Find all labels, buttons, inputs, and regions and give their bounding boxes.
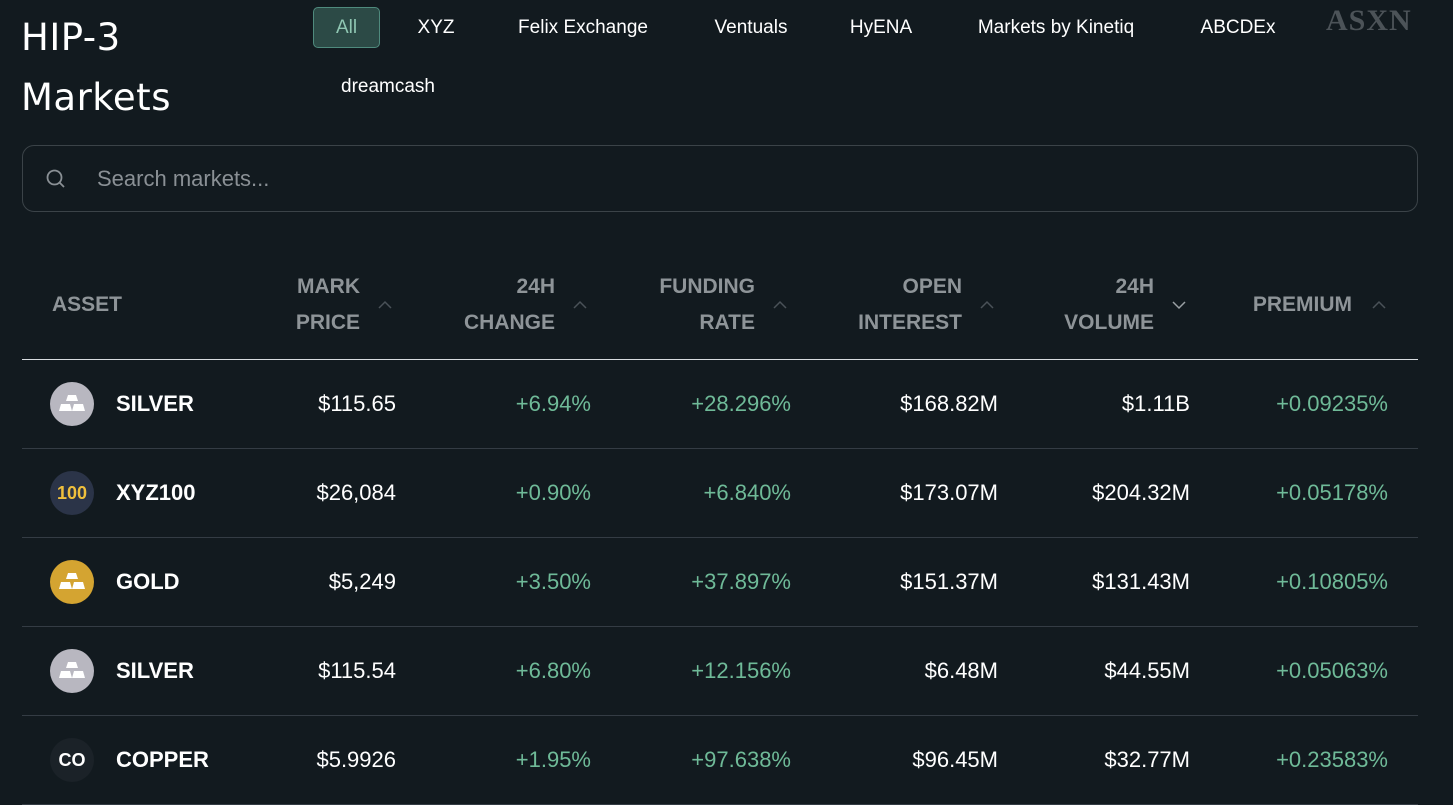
- premium-value: +0.09235%: [1276, 391, 1388, 416]
- change-value: +0.90%: [515, 480, 591, 505]
- premium-value: +0.05178%: [1276, 480, 1388, 505]
- change-value: +1.95%: [515, 747, 591, 772]
- asset-name: SILVER: [116, 391, 194, 416]
- asset-cell: SILVER: [22, 649, 230, 693]
- column-label: PREMIUM: [1252, 292, 1352, 316]
- mark-value: $26,084: [316, 480, 396, 505]
- title-line-2: Markets: [21, 76, 171, 119]
- table-header: ASSET MARK PRICE 24H CHANGE FUNDING RATE OPE…: [22, 250, 1418, 360]
- search-input[interactable]: [97, 165, 1297, 192]
- premium-value: +0.10805%: [1276, 569, 1388, 594]
- column-label: ASSET: [52, 292, 123, 316]
- tab-xyz[interactable]: XYZ: [417, 17, 455, 38]
- volume-value: $32.77M: [1104, 747, 1190, 772]
- volume-value: $131.43M: [1092, 569, 1190, 594]
- mark-value: $5,249: [328, 569, 396, 594]
- tab-felix-exchange[interactable]: Felix Exchange: [518, 17, 648, 38]
- asset-cell: SILVER: [22, 382, 230, 426]
- silver-bars-icon: [50, 382, 94, 426]
- sort-up-icon[interactable]: [980, 300, 994, 310]
- mark-value: $115.54: [318, 658, 396, 683]
- tab-markets-by-kinetiq[interactable]: Markets by Kinetiq: [977, 17, 1135, 38]
- silver-bars-icon: [50, 649, 94, 693]
- column-header-24h-volume[interactable]: 24H VOLUME: [1012, 250, 1204, 359]
- asxn-watermark: ASXN: [1326, 4, 1412, 37]
- xyz100-icon: 100: [50, 471, 94, 515]
- tab-all[interactable]: All: [313, 7, 380, 48]
- column-header-asset[interactable]: ASSET: [22, 250, 230, 359]
- table-row[interactable]: CO COPPER $5.9926 +1.95% +97.638% $96.45M $32.…: [22, 716, 1418, 805]
- column-header-mark-price[interactable]: MARK PRICE: [230, 250, 410, 359]
- search-icon: [46, 169, 65, 188]
- gold-bars-icon: [50, 560, 94, 604]
- column-label: OPEN INTEREST: [858, 274, 962, 334]
- tab-dreamcash[interactable]: dreamcash: [341, 76, 435, 97]
- sort-up-icon[interactable]: [378, 300, 392, 310]
- column-header-funding-rate[interactable]: FUNDING RATE: [605, 250, 805, 359]
- mark-value: $115.65: [318, 391, 396, 416]
- sort-up-icon[interactable]: [773, 300, 787, 310]
- asset-cell: GOLD: [22, 560, 230, 604]
- asset-name: SILVER: [116, 658, 194, 683]
- column-label: 24H CHANGE: [463, 274, 555, 334]
- oi-value: $168.82M: [900, 391, 998, 416]
- tab-ventuals[interactable]: Ventuals: [714, 17, 788, 38]
- sort-up-icon[interactable]: [573, 300, 587, 310]
- oi-value: $151.37M: [900, 569, 998, 594]
- column-label: 24H VOLUME: [1064, 274, 1154, 334]
- title-line-1: HIP-3: [21, 16, 121, 59]
- funding-value: +6.840%: [703, 480, 791, 505]
- sort-up-icon[interactable]: [1372, 300, 1386, 310]
- column-header-premium[interactable]: PREMIUM: [1204, 250, 1418, 359]
- volume-value: $1.11B: [1121, 391, 1190, 416]
- premium-value: +0.05063%: [1276, 658, 1388, 683]
- table-row[interactable]: 100 XYZ100 $26,084 +0.90% +6.840% $173.07M $20…: [22, 449, 1418, 538]
- table-row[interactable]: SILVER $115.54 +6.80% +12.156% $6.48M $44.55M…: [22, 627, 1418, 716]
- copper-icon: CO: [50, 738, 94, 782]
- tab-abcdex[interactable]: ABCDEx: [1200, 17, 1276, 38]
- mark-value: $5.9926: [316, 747, 396, 772]
- funding-value: +12.156%: [691, 658, 791, 683]
- oi-value: $6.48M: [924, 658, 998, 683]
- search-bar[interactable]: [22, 145, 1418, 212]
- funding-value: +97.638%: [691, 747, 791, 772]
- change-value: +3.50%: [515, 569, 591, 594]
- markets-table: ASSET MARK PRICE 24H CHANGE FUNDING RATE OPE…: [22, 250, 1418, 805]
- funding-value: +37.897%: [691, 569, 791, 594]
- change-value: +6.94%: [515, 391, 591, 416]
- asset-cell: CO COPPER: [22, 738, 230, 782]
- funding-value: +28.296%: [691, 391, 791, 416]
- asset-name: GOLD: [116, 569, 180, 594]
- column-label: MARK PRICE: [295, 274, 360, 334]
- sort-down-icon[interactable]: [1172, 300, 1186, 310]
- table-row[interactable]: GOLD $5,249 +3.50% +37.897% $151.37M $131.43M…: [22, 538, 1418, 627]
- asset-cell: 100 XYZ100: [22, 471, 230, 515]
- tab-hyena[interactable]: HyENA: [849, 17, 913, 38]
- change-value: +6.80%: [515, 658, 591, 683]
- oi-value: $173.07M: [900, 480, 998, 505]
- page-title: HIP-3 Markets: [21, 8, 171, 128]
- column-header-open-interest[interactable]: OPEN INTEREST: [805, 250, 1012, 359]
- premium-value: +0.23583%: [1276, 747, 1388, 772]
- asset-name: XYZ100: [116, 480, 196, 505]
- column-label: FUNDING RATE: [659, 274, 755, 334]
- table-row[interactable]: SILVER $115.65 +6.94% +28.296% $168.82M $1.11…: [22, 360, 1418, 449]
- volume-value: $44.55M: [1104, 658, 1190, 683]
- volume-value: $204.32M: [1092, 480, 1190, 505]
- asset-name: COPPER: [116, 747, 209, 772]
- column-header-24h-change[interactable]: 24H CHANGE: [410, 250, 605, 359]
- oi-value: $96.45M: [912, 747, 998, 772]
